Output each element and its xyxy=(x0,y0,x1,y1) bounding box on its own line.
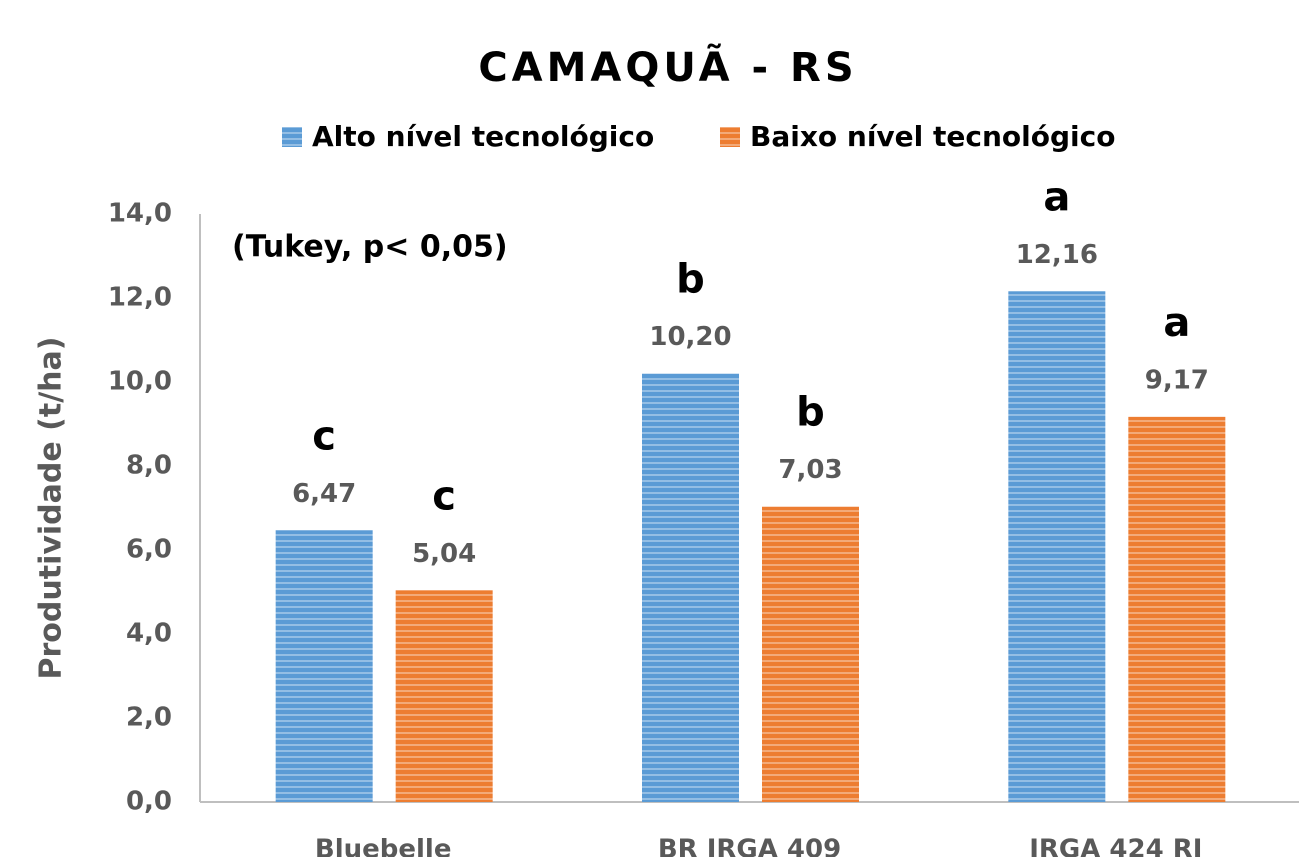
y-tick-label: 14,0 xyxy=(108,199,172,229)
value-label: 9,17 xyxy=(1145,365,1209,395)
y-tick-label: 0,0 xyxy=(126,787,172,817)
significance-letter: b xyxy=(796,390,825,436)
significance-letter: c xyxy=(312,413,336,459)
value-label: 5,04 xyxy=(412,539,476,569)
legend-swatch xyxy=(720,127,740,147)
legend-label: Alto nível tecnológico xyxy=(312,120,654,153)
bar xyxy=(275,530,373,802)
bar xyxy=(762,506,859,802)
value-label: 6,47 xyxy=(292,479,356,509)
chart-title: CAMAQUÃ - RS xyxy=(478,42,857,91)
significance-letter: a xyxy=(1043,174,1070,220)
bar xyxy=(395,590,493,802)
significance-letter: a xyxy=(1163,300,1190,346)
y-tick-label: 10,0 xyxy=(108,367,172,397)
significance-letter: b xyxy=(676,257,705,303)
y-axis-label: Produtividade (t/ha) xyxy=(34,337,69,680)
value-label: 12,16 xyxy=(1016,240,1098,270)
annotation: (Tukey, p< 0,05) xyxy=(232,230,508,265)
bar xyxy=(1128,416,1226,802)
legend-label: Baixo nível tecnológico xyxy=(750,120,1115,153)
legend-swatch xyxy=(282,127,302,147)
y-tick-label: 4,0 xyxy=(126,619,172,649)
value-label: 7,03 xyxy=(778,455,842,485)
x-tick-label: BR IRGA 409 xyxy=(658,835,841,857)
bar xyxy=(642,373,739,802)
significance-letter: c xyxy=(432,473,456,519)
value-label: 10,20 xyxy=(649,322,731,352)
x-tick-label: Bluebelle xyxy=(315,835,452,857)
y-tick-label: 6,0 xyxy=(126,535,172,565)
x-tick-label: IRGA 424 RI xyxy=(1029,835,1202,857)
bar xyxy=(1008,291,1106,802)
y-tick-label: 12,0 xyxy=(108,283,172,313)
y-tick-label: 2,0 xyxy=(126,703,172,733)
y-tick-label: 8,0 xyxy=(126,451,172,481)
